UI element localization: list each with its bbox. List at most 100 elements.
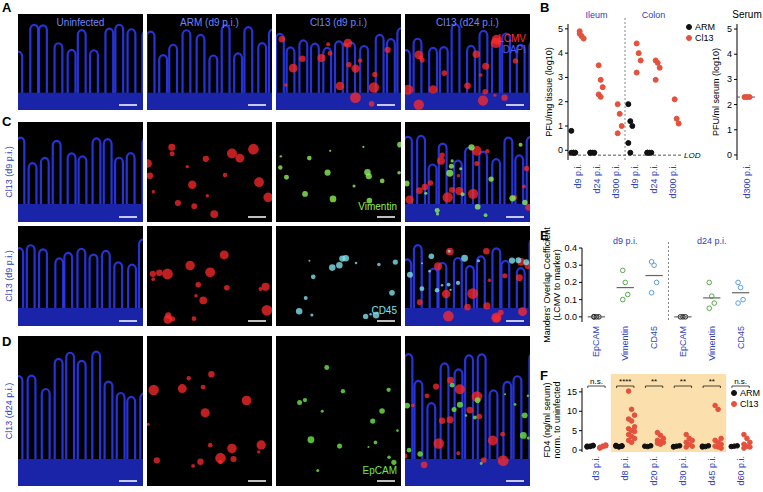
marker-signal: [280, 155, 282, 157]
y-tick-label: 3: [558, 72, 563, 82]
lcmv-signal: [152, 190, 156, 194]
lcmv-signal: [464, 304, 471, 311]
x-tick-label: d300 p.i.: [742, 164, 752, 199]
lcmv-signal: [457, 174, 460, 177]
marker-signal: [303, 398, 307, 402]
lcmv-signal: [446, 248, 454, 256]
significance-label: n.s.: [734, 377, 747, 386]
data-point: [569, 128, 574, 133]
lcmv-signal: [411, 403, 415, 407]
scale-bar: [248, 104, 266, 106]
micrograph: [405, 122, 530, 222]
lcmv-signal: [385, 47, 391, 53]
dapi-signal: [405, 93, 530, 110]
y-tick-label: 0.0: [564, 312, 577, 322]
x-tick-label: EpCAM: [678, 326, 688, 357]
data-point: [625, 292, 630, 297]
data-point: [742, 446, 747, 451]
lcmv-signal: [447, 377, 454, 384]
marker-signal: [446, 170, 453, 177]
marker-signal: [428, 270, 431, 273]
lcmv-signal: [289, 64, 298, 73]
data-point: [626, 389, 631, 394]
marker-signal: [484, 213, 488, 217]
marker-signal: [397, 171, 401, 175]
lcmv-signal: [372, 72, 377, 77]
data-point: [617, 111, 622, 116]
micrograph: [147, 226, 272, 326]
data-point: [630, 124, 635, 129]
lcmv-signal: [488, 436, 498, 446]
data-point: [629, 440, 634, 445]
group-label: Ileum: [585, 10, 607, 20]
plot-area: [585, 389, 752, 451]
marker-signal: [447, 283, 451, 287]
lcmv-signal: [479, 73, 483, 77]
y-tick-label: 0.2: [564, 277, 577, 287]
scale-bar: [119, 216, 137, 218]
lcmv-signal: [524, 166, 530, 172]
x-tick-label: d30 p.i.: [678, 456, 688, 486]
marker-signal: [329, 264, 336, 271]
lcmv-signal: [326, 42, 330, 46]
lcmv-signal: [437, 157, 445, 165]
marker-signal: [419, 286, 424, 291]
lcmv-signal: [483, 302, 490, 309]
marker-signal: [302, 191, 308, 197]
marker-signal: [441, 284, 444, 287]
data-point: [645, 150, 650, 155]
lcmv-signal: [194, 294, 198, 298]
plot-area: [569, 29, 681, 155]
y-tick: [734, 129, 737, 130]
micrograph: [18, 122, 143, 222]
x-tick-label: CD45: [736, 326, 746, 349]
y-tick: [579, 316, 582, 317]
y-tick-label: 5: [572, 426, 577, 436]
marker-signal: [522, 412, 528, 418]
marker-signal: [405, 181, 410, 187]
marker-signal: [308, 260, 310, 262]
marker-signal: [284, 175, 289, 180]
lcmv-signal: [369, 101, 375, 107]
chart-title: Serum: [732, 9, 761, 20]
micrograph-bg: [276, 226, 401, 326]
y-axis: [568, 24, 569, 160]
data-point: [628, 119, 633, 124]
y-tick: [579, 265, 582, 266]
lcmv-signal: [254, 177, 264, 187]
plot-area: [742, 95, 752, 100]
y-tick: [565, 150, 568, 151]
mean-line: [732, 292, 749, 293]
lcmv-signal: [205, 267, 215, 277]
scale-bar: [506, 320, 524, 322]
micrograph: [18, 226, 143, 326]
data-point: [716, 407, 721, 412]
marker-signal: [396, 429, 399, 432]
marker-signal: [457, 402, 463, 408]
lcmv-signal: [175, 200, 181, 206]
marker-signal: [310, 313, 313, 316]
data-point: [632, 429, 637, 434]
mean-line: [674, 316, 691, 317]
data-point: [741, 297, 746, 302]
data-point: [620, 443, 625, 448]
data-point: [638, 58, 643, 63]
lcmv-signal: [414, 50, 423, 59]
lcmv-signal: [417, 299, 423, 305]
lcmv-signal: [405, 196, 413, 204]
lcmv-signal: [343, 39, 352, 48]
marker-signal: [504, 393, 506, 395]
marker-signal: [316, 469, 319, 472]
data-point: [738, 285, 743, 290]
significance-bracket: [588, 386, 605, 388]
legend-label: ARM: [695, 22, 715, 32]
lcmv-signal: [525, 204, 530, 211]
marker-signal: [451, 159, 454, 162]
marker-signal: [527, 395, 529, 397]
data-point: [676, 121, 681, 126]
lcmv-signal: [502, 273, 507, 278]
x-tick-label: d60 p.i.: [736, 456, 746, 486]
mean-line: [703, 297, 720, 298]
data-point: [736, 301, 741, 306]
y-tick-label: 1: [558, 121, 563, 131]
